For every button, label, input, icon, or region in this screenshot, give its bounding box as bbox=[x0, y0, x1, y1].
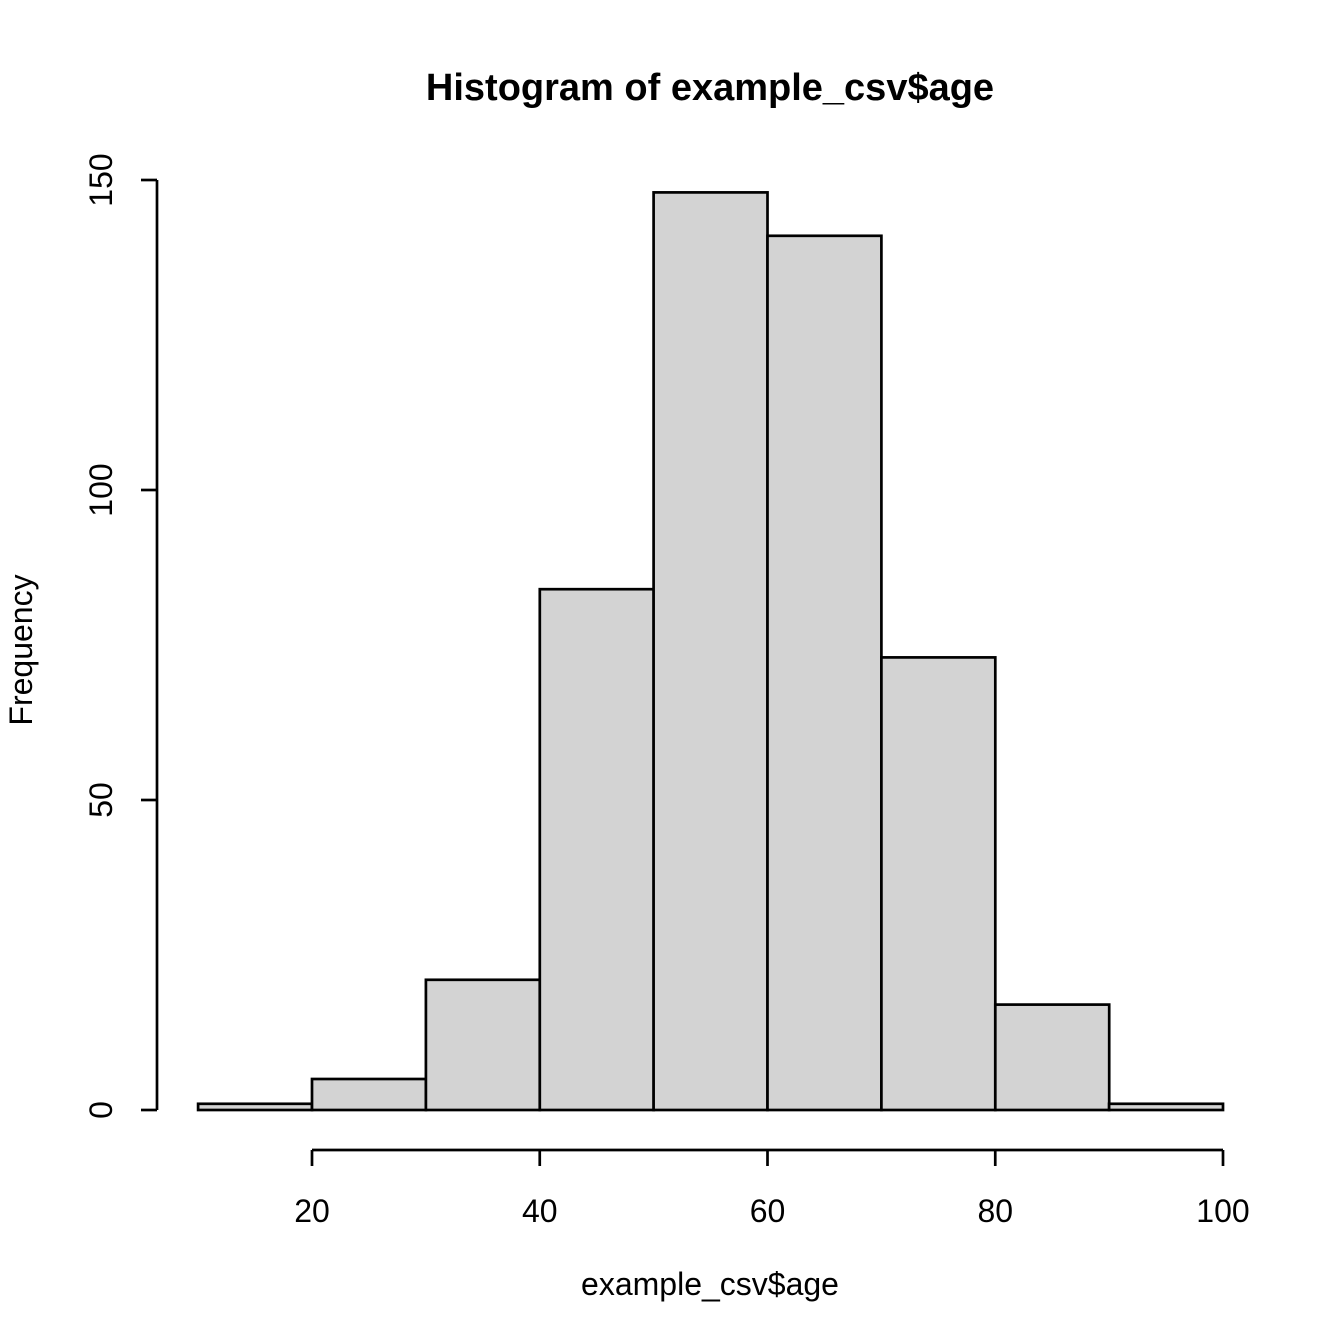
x-tick-label-60: 60 bbox=[750, 1193, 786, 1229]
histogram-bar-80-90 bbox=[993, 1003, 1111, 1112]
chart-title: Histogram of example_csv$age bbox=[426, 67, 994, 109]
y-axis-label: Frequency bbox=[3, 574, 39, 725]
x-tick-label-20: 20 bbox=[294, 1193, 330, 1229]
y-tick-label-0: 0 bbox=[83, 1101, 119, 1119]
y-tick-label-50: 50 bbox=[83, 782, 119, 818]
x-axis: 20 40 60 80 100 bbox=[294, 1148, 1250, 1229]
histogram-bar-20-30 bbox=[310, 1077, 428, 1112]
x-tick-label-80: 80 bbox=[977, 1193, 1013, 1229]
histogram-bar-60-70 bbox=[766, 234, 883, 1112]
y-tick-label-100: 100 bbox=[83, 463, 119, 516]
histogram-bar-90-100 bbox=[1107, 1102, 1225, 1112]
x-axis-label: example_csv$age bbox=[581, 1266, 839, 1302]
histogram-bar-70-80 bbox=[880, 656, 997, 1112]
histogram-bars bbox=[196, 191, 1225, 1112]
x-tick-label-100: 100 bbox=[1196, 1193, 1249, 1229]
histogram-bar-50-60 bbox=[652, 191, 769, 1112]
histogram-bar-10-20 bbox=[196, 1102, 314, 1112]
y-axis: 0 50 100 150 bbox=[83, 153, 159, 1119]
y-tick-label-150: 150 bbox=[83, 153, 119, 206]
histogram-bar-30-40 bbox=[424, 978, 542, 1112]
x-tick-label-40: 40 bbox=[522, 1193, 558, 1229]
histogram-bar-40-50 bbox=[538, 587, 656, 1112]
